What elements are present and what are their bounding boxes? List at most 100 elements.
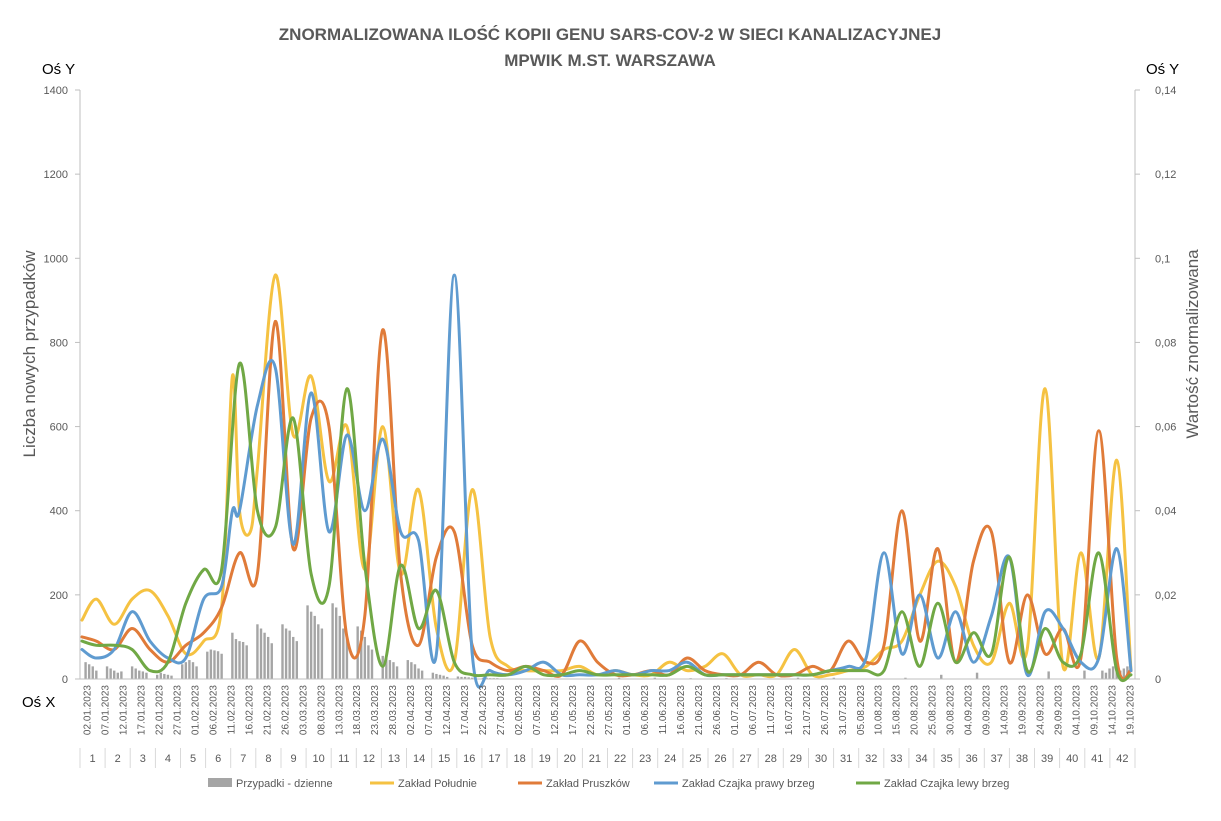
x-date-label: 14.09.2023 xyxy=(1000,685,1011,735)
daily-cases-bar xyxy=(940,674,943,679)
daily-cases-bar xyxy=(338,615,341,679)
daily-cases-bar xyxy=(191,662,195,679)
x-date-label: 22.05.2023 xyxy=(586,685,597,735)
daily-cases-bar xyxy=(120,671,123,679)
daily-cases-bar xyxy=(1083,670,1086,679)
daily-cases-bar xyxy=(471,677,474,679)
x-week-label: 21 xyxy=(589,753,601,765)
daily-cases-bar xyxy=(163,673,166,679)
os-y-right-label: Oś Y xyxy=(1146,61,1179,78)
x-date-label: 07.01.2023 xyxy=(101,685,112,735)
x-date-label: 18.03.2023 xyxy=(352,685,363,735)
x-date-label: 26.06.2023 xyxy=(712,685,723,735)
os-x-label: Oś X xyxy=(22,694,55,711)
daily-cases-bar xyxy=(209,649,213,679)
legend-label: Zakład Czajka prawy brzeg xyxy=(682,778,815,790)
x-week-label: 16 xyxy=(463,753,475,765)
daily-cases-bar xyxy=(170,675,173,679)
x-week-label: 36 xyxy=(966,753,978,765)
x-date-label: 19.10.2023 xyxy=(1126,685,1137,735)
x-week-label: 6 xyxy=(215,753,221,765)
x-date-label: 02.01.2023 xyxy=(83,685,94,735)
y-axis-left-title: Liczba nowych przypadków xyxy=(20,250,39,458)
x-date-label: 16.06.2023 xyxy=(676,685,687,735)
x-week-label: 31 xyxy=(840,753,852,765)
daily-cases-bar xyxy=(138,670,141,679)
os-y-left-label: Oś Y xyxy=(42,61,75,78)
x-date-label: 07.05.2023 xyxy=(532,685,543,735)
daily-cases-bar xyxy=(87,664,91,679)
daily-cases-bar xyxy=(313,615,316,679)
x-week-label: 15 xyxy=(438,753,450,765)
daily-cases-bar xyxy=(213,650,216,679)
y-right-tick-label: 0,06 xyxy=(1155,422,1176,434)
x-date-label: 01.06.2023 xyxy=(622,685,633,735)
x-week-label: 20 xyxy=(564,753,576,765)
x-date-label: 17.01.2023 xyxy=(136,685,147,735)
x-date-label: 02.05.2023 xyxy=(514,685,525,735)
daily-cases-bar xyxy=(159,672,162,679)
daily-cases-bar xyxy=(295,641,299,679)
legend-swatch-bar xyxy=(208,778,232,787)
x-date-label: 20.08.2023 xyxy=(910,685,921,735)
x-date-label: 06.06.2023 xyxy=(640,685,651,735)
daily-cases-bar xyxy=(281,624,284,679)
chart-title-line1: ZNORMALIZOWANA ILOŚĆ KOPII GENU SARS-COV… xyxy=(279,25,941,44)
x-week-label: 28 xyxy=(765,753,777,765)
daily-cases-bar xyxy=(188,660,191,679)
x-date-label: 25.08.2023 xyxy=(928,685,939,735)
daily-cases-bar xyxy=(1108,668,1111,679)
x-week-label: 29 xyxy=(790,753,802,765)
daily-cases-bar xyxy=(206,651,209,679)
x-week-label: 5 xyxy=(190,753,196,765)
daily-cases-bar xyxy=(367,645,370,679)
y-left-tick-label: 0 xyxy=(62,674,68,686)
x-date-label: 19.09.2023 xyxy=(1018,685,1029,735)
x-date-label: 22.04.2023 xyxy=(478,685,489,735)
daily-cases-bar xyxy=(342,628,345,679)
x-date-label: 15.08.2023 xyxy=(892,685,903,735)
daily-cases-bar xyxy=(363,636,367,679)
daily-cases-bar xyxy=(467,677,470,679)
daily-cases-bar xyxy=(270,643,273,679)
daily-cases-bar xyxy=(184,662,188,679)
daily-cases-bar xyxy=(91,666,94,679)
daily-cases-bar xyxy=(410,662,413,679)
x-week-label: 41 xyxy=(1091,753,1103,765)
daily-cases-bar xyxy=(181,664,184,679)
daily-cases-bar xyxy=(395,666,399,679)
daily-cases-bar xyxy=(485,677,488,679)
daily-cases-bar xyxy=(134,668,137,679)
y-left-tick-label: 800 xyxy=(50,337,68,349)
x-date-label: 13.03.2023 xyxy=(334,685,345,735)
y-left-tick-label: 400 xyxy=(50,506,68,518)
daily-cases-bar xyxy=(245,645,248,679)
daily-cases-bar xyxy=(431,672,435,679)
daily-cases-bar xyxy=(445,676,449,679)
daily-cases-bar xyxy=(904,677,907,679)
daily-cases-bar xyxy=(155,674,159,679)
legend: Przypadki - dzienne Zakład Południe Zakład… xyxy=(208,778,1009,790)
x-week-label: 18 xyxy=(513,753,525,765)
daily-cases-bar xyxy=(1101,670,1104,679)
daily-cases-bar xyxy=(141,671,145,679)
y-right-tick-label: 0 xyxy=(1155,674,1161,686)
legend-label: Zakład Południe xyxy=(398,778,477,790)
x-week-label: 7 xyxy=(240,753,246,765)
daily-cases-bar xyxy=(216,651,220,679)
x-week-label: 25 xyxy=(689,753,701,765)
x-week-label: 32 xyxy=(865,753,877,765)
daily-cases-bar xyxy=(345,636,349,679)
daily-cases-bar xyxy=(360,630,363,679)
legend-label: Przypadki - dzienne xyxy=(236,778,333,790)
x-date-label: 06.02.2023 xyxy=(208,685,219,735)
daily-cases-bar xyxy=(406,660,409,679)
x-date-label: 12.05.2023 xyxy=(550,685,561,735)
x-date-label: 11.06.2023 xyxy=(658,685,669,735)
x-date-label: 10.08.2023 xyxy=(874,685,885,735)
x-date-label: 29.09.2023 xyxy=(1054,685,1065,735)
y-axis-right-title: Wartość znormalizowana xyxy=(1183,249,1202,439)
daily-cases-bar xyxy=(796,677,800,679)
x-week-label: 33 xyxy=(890,753,902,765)
daily-cases-bar xyxy=(385,657,388,679)
